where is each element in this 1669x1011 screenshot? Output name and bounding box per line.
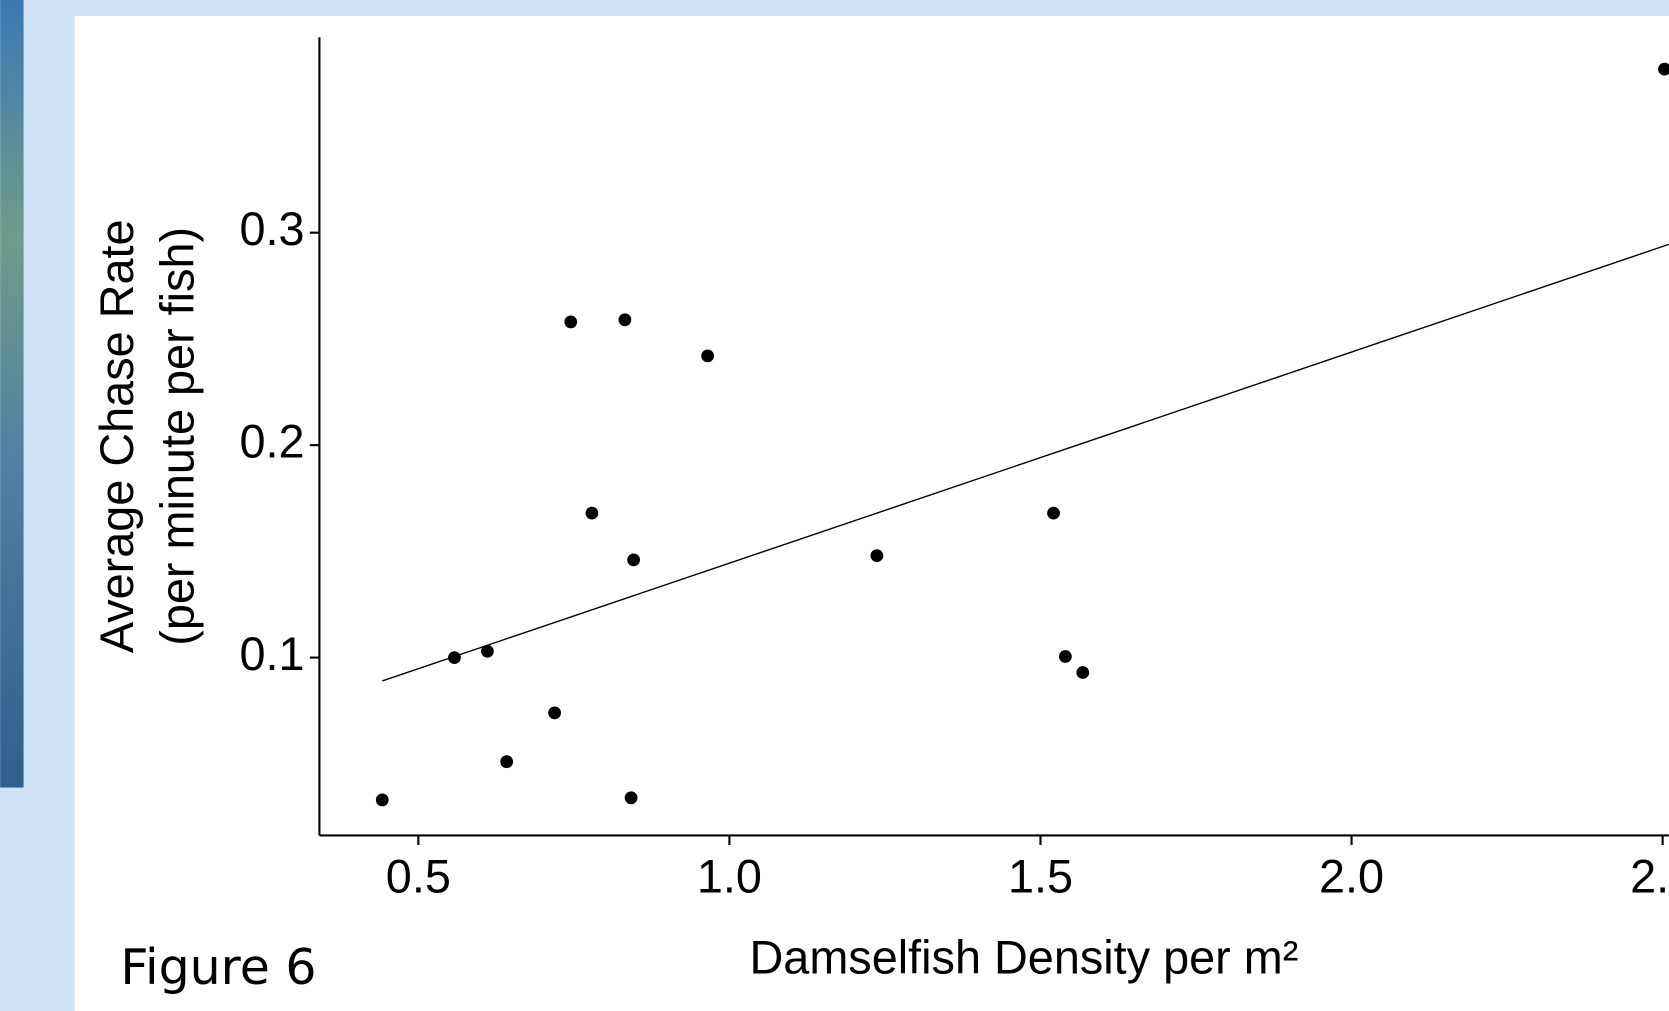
point	[481, 644, 494, 658]
y-axis-title-group: Average Chase Rate (per minute per fish)	[91, 219, 204, 653]
y-axis-title: Average Chase Rate	[91, 219, 143, 653]
point	[1658, 62, 1669, 76]
point	[624, 791, 638, 805]
x-axis-title: Damselfish Density per m²	[749, 931, 1298, 983]
point	[585, 506, 599, 520]
y-axis-title: (per minute per fish)	[151, 227, 203, 646]
point	[1058, 650, 1072, 663]
point	[375, 793, 389, 807]
figure-panel	[74, 15, 1669, 1011]
point	[500, 755, 514, 769]
y-tick-label: 0.2	[239, 416, 304, 468]
point	[627, 553, 640, 567]
trend-line	[382, 243, 1669, 682]
point	[870, 549, 884, 562]
side-photo	[0, 0, 24, 788]
x-tick-label: 1.5	[1008, 850, 1073, 902]
point	[1076, 666, 1090, 679]
point	[701, 349, 715, 363]
x-tick-label: 2.5	[1630, 850, 1669, 902]
x-tick-label: 1.0	[697, 850, 762, 902]
point	[618, 313, 632, 327]
point	[448, 651, 461, 664]
y-tick-label: 0.1	[239, 628, 304, 680]
figure-label: Figure 6	[120, 939, 316, 996]
y-tick-label: 0.3	[239, 203, 304, 255]
point	[548, 706, 561, 720]
point	[564, 315, 578, 329]
x-tick-label: 2.0	[1319, 850, 1384, 902]
point	[1047, 506, 1060, 520]
x-tick-label: 0.5	[386, 850, 451, 902]
